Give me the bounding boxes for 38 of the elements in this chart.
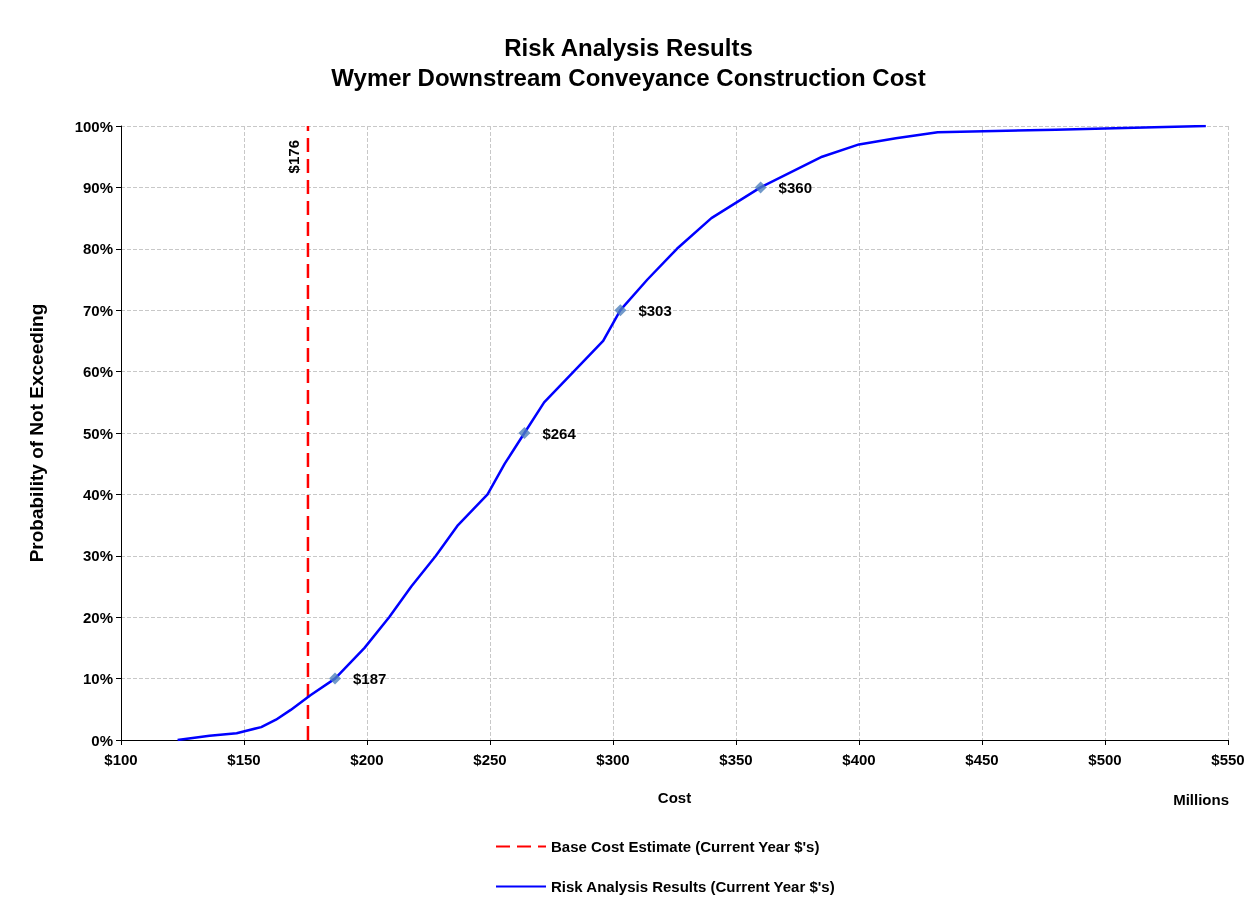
y-axis-title: Probability of Not Exceeding	[26, 303, 47, 563]
point	[614, 304, 627, 317]
text: Millions	[1173, 791, 1230, 808]
point	[754, 181, 767, 194]
y-tick-label: 80%	[82, 240, 113, 258]
x-tick-label: $150	[227, 751, 261, 768]
x-tick-label: $200	[350, 751, 384, 768]
annotation: $176	[285, 140, 303, 174]
y-tick-label: 10%	[82, 670, 113, 688]
annotation: $264	[542, 424, 577, 442]
legend-label: Risk Analysis Results (Current Year $'s)	[551, 878, 835, 895]
x-tick-label: $250	[473, 751, 507, 768]
y-tick-label: 50%	[82, 424, 113, 442]
y-tick-label: 70%	[82, 301, 113, 319]
y-tick-label: 20%	[82, 608, 113, 626]
x-tick-label: $350	[719, 751, 753, 768]
y-tick-label: 100%	[74, 117, 113, 135]
point	[518, 427, 531, 439]
line-series	[176, 124, 1208, 742]
chart-subtitle: Wymer Downstream Conveyance Construction Cost	[331, 63, 926, 91]
x-tick-label: $450	[965, 751, 999, 768]
x-axis-title: Cost	[657, 789, 692, 806]
annotation: $303	[638, 301, 672, 319]
y-tick-label: 60%	[82, 363, 113, 381]
x-tick-label: $100	[104, 751, 138, 768]
legend-label: Base Cost Estimate (Current Year $'s)	[551, 838, 820, 855]
annotation: $360	[778, 178, 812, 196]
y-tick-label: 0%	[91, 731, 113, 749]
annotation: $187	[353, 670, 387, 688]
x-tick-label: $300	[596, 751, 630, 768]
x-tick-label: $400	[842, 751, 876, 768]
y-tick-label: 40%	[82, 485, 113, 503]
point	[329, 672, 342, 685]
y-tick-label: 30%	[82, 547, 113, 565]
y-tick-label: 90%	[82, 178, 113, 196]
x-tick-label: $550	[1211, 751, 1245, 768]
chart-title: Risk Analysis Results	[504, 33, 753, 61]
x-tick-label: $500	[1088, 751, 1122, 768]
